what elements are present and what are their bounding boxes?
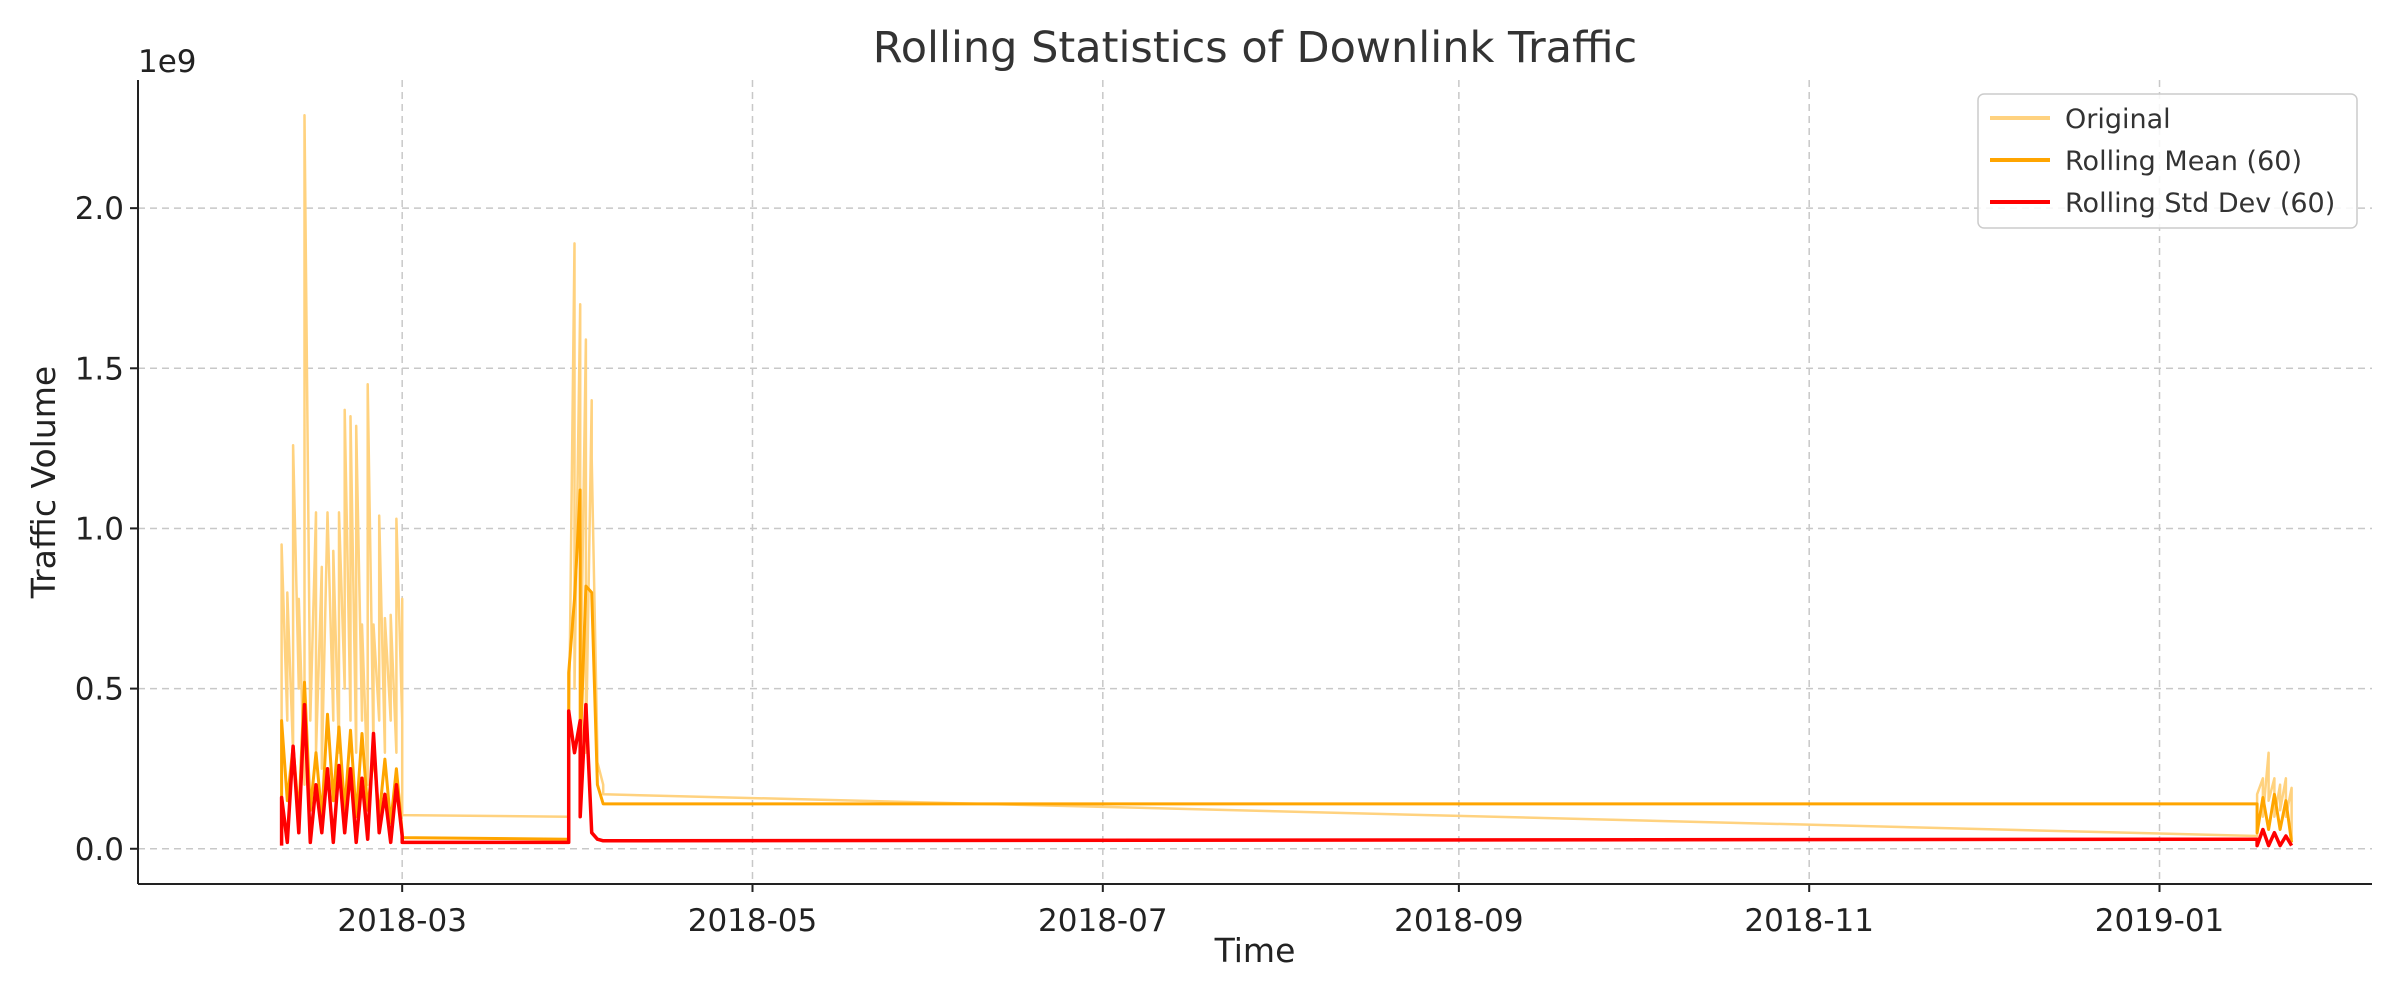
legend-label: Original xyxy=(2065,104,2171,135)
series-original-line xyxy=(280,113,2293,840)
x-tick-label: 2018-09 xyxy=(1394,903,1524,939)
y-tick-label: 1.5 xyxy=(75,351,124,387)
x-tick-label: 2019-01 xyxy=(2095,903,2225,939)
chart-title: Rolling Statistics of Downlink Traffic xyxy=(873,23,1637,73)
legend-label: Rolling Std Dev (60) xyxy=(2065,188,2335,219)
legend: Original Rolling Mean (60) Rolling Std Dev… xyxy=(1977,93,2358,229)
axes xyxy=(137,80,2372,885)
y-axis-label: Traffic Volume xyxy=(24,366,63,599)
series-layer xyxy=(279,113,2294,848)
legend-box xyxy=(1977,93,2358,229)
tick-labels: 2018-03 2018-05 2018-07 2018-09 2018-11 2019-… xyxy=(75,191,2225,939)
y-tick-label: 0.0 xyxy=(75,832,124,868)
x-tick-label: 2018-11 xyxy=(1744,903,1874,939)
legend-label: Rolling Mean (60) xyxy=(2065,146,2302,177)
x-tick-label: 2018-05 xyxy=(688,903,818,939)
y-tick-label: 0.5 xyxy=(75,672,124,708)
y-tick-label: 2.0 xyxy=(75,191,124,227)
x-axis-label: Time xyxy=(1214,931,1296,970)
series-rolling-std-line xyxy=(279,702,2294,848)
x-tick-label: 2018-07 xyxy=(1038,903,1168,939)
x-tick-label: 2018-03 xyxy=(337,903,467,939)
y-axis-multiplier: 1e9 xyxy=(138,44,197,80)
y-tick-label: 1.0 xyxy=(75,511,124,547)
series-rolling-mean-line xyxy=(280,488,2294,843)
